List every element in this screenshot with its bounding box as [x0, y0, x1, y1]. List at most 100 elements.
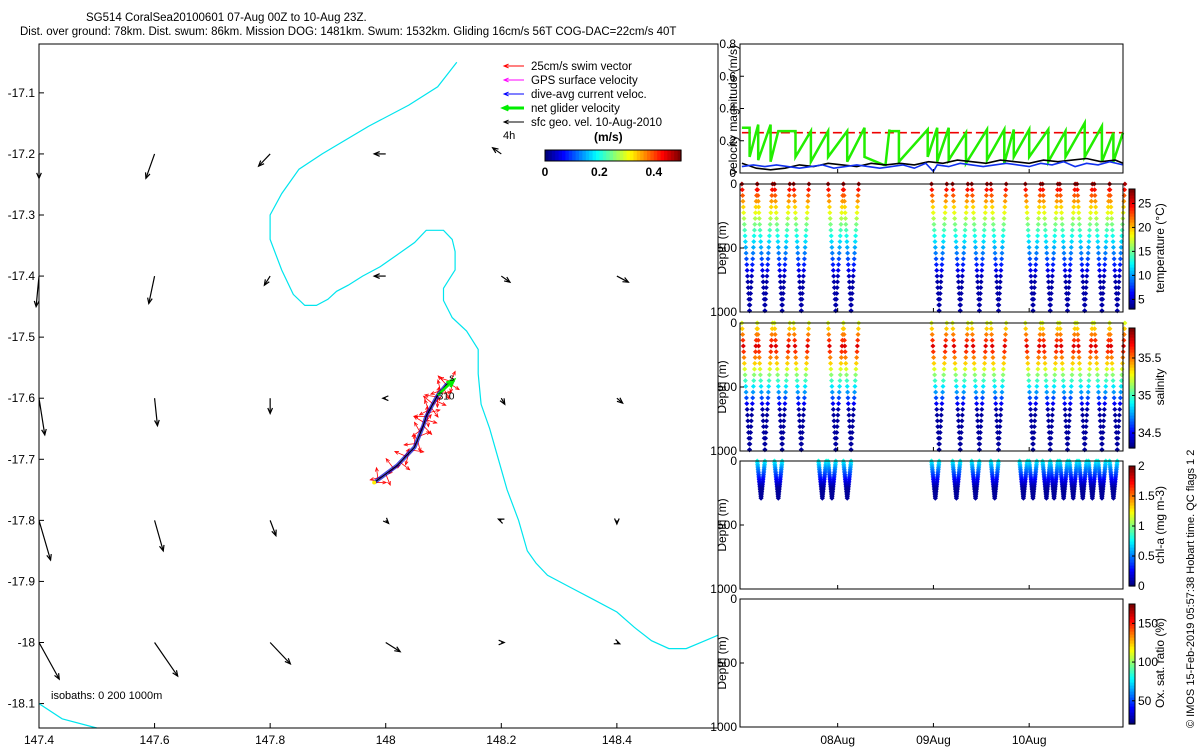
salinity-sample-point [1103, 383, 1109, 389]
temperature-sample-point [1096, 256, 1102, 262]
temperature-sample-point [958, 302, 964, 308]
temperature-sample-point [1104, 221, 1110, 227]
temperature-sample-point [1109, 216, 1115, 222]
legend-entry: dive-avg current veloc. [531, 89, 647, 101]
salinity-sample-point [1070, 355, 1076, 361]
temperature-sample-point [831, 273, 837, 279]
temperature-sample-point [768, 204, 774, 210]
temperature-sample-point [774, 216, 780, 222]
legend-arrow [502, 77, 524, 83]
temperature-sample-point [751, 233, 757, 239]
temperature-sample-point [780, 296, 786, 302]
salinity-sample-point [997, 418, 1003, 424]
temperature-sample-point [1108, 204, 1114, 210]
salinity-sample-point [1053, 343, 1059, 349]
temperature-sample-point [929, 187, 935, 193]
temperature-sample-point [1095, 239, 1101, 245]
temperature-sample-point [803, 227, 809, 233]
salinity-sample-point [742, 366, 748, 372]
temperature-section-points [739, 181, 1128, 314]
swim-vector-arrow-head [449, 388, 454, 394]
temperature-sample-point [758, 250, 764, 256]
temperature-sample-point [794, 244, 800, 250]
temperature-sample-point [1061, 244, 1067, 250]
temperature-sample-point [774, 221, 780, 227]
temperature-sample-point [1060, 239, 1066, 245]
salinity-colorbar-segment [1129, 355, 1135, 359]
temperature-sample-point [989, 193, 995, 199]
chla-colorbar-segment [1129, 466, 1135, 470]
salinity-sample-point [980, 383, 986, 389]
colorbar-segment [599, 150, 604, 161]
temperature-sample-point [1068, 256, 1074, 262]
temperature-sample-point [999, 244, 1005, 250]
temperature-sample-point [1000, 233, 1006, 239]
temperature-sample-point [1088, 204, 1094, 210]
temperature-colorbar-tick-label: 25 [1138, 196, 1152, 210]
velocity-plot-area [740, 44, 1123, 173]
salinity-sample-point [940, 389, 946, 395]
salinity-sample-point [1043, 372, 1049, 378]
swim-vector-arrow-head [385, 457, 390, 463]
salinity-y-tick-label: 0 [730, 316, 737, 330]
salinity-sample-point [981, 372, 987, 378]
temperature-sample-point [743, 256, 749, 262]
salinity-sample-point [1031, 435, 1037, 441]
salinity-sample-point [1000, 372, 1006, 378]
salinity-sample-point [1060, 378, 1066, 384]
salinity-sample-point [1049, 412, 1055, 418]
temperature-sample-point [745, 279, 751, 285]
chla-colorbar-segment [1129, 565, 1135, 569]
salinity-sample-point [961, 383, 967, 389]
temperature-sample-point [1095, 250, 1101, 256]
temperature-sample-point [943, 193, 949, 199]
temperature-sample-point [751, 239, 757, 245]
geo-velocity-arrow-head [284, 658, 292, 665]
salinity-sample-point [749, 406, 755, 412]
temperature-sample-point [974, 262, 980, 268]
salinity-sample-point [830, 401, 836, 407]
temperature-sample-point [793, 227, 799, 233]
net-glider-velocity-arrow-shaft [436, 378, 455, 397]
temperature-sample-point [846, 279, 852, 285]
temperature-sample-point [1065, 302, 1071, 308]
salinity-sample-point [800, 424, 806, 430]
temperature-colorbar-label: temperature (°C) [1153, 203, 1167, 293]
temperature-sample-point [980, 244, 986, 250]
geo-velocity-arrow-head [33, 300, 40, 309]
temperature-sample-point [937, 296, 943, 302]
geo-velocity-arrow [613, 518, 620, 526]
salinity-sample-point [1050, 395, 1056, 401]
salinity-sample-point [990, 349, 996, 355]
swim-vector-arrow-head [404, 460, 409, 466]
temperature-colorbar-segment [1129, 201, 1135, 205]
salinity-sample-point [769, 326, 775, 332]
salinity-sample-point [749, 401, 755, 407]
temperature-sample-point [932, 233, 938, 239]
colorbar-segment [562, 150, 566, 161]
salinity-sample-point [1088, 343, 1094, 349]
map-x-tick-label: 147.4 [24, 733, 54, 747]
temperature-sample-point [1023, 193, 1029, 199]
legend-arrow [502, 63, 524, 69]
salinity-sample-point [851, 406, 857, 412]
velocity-series-line [741, 118, 1125, 168]
temperature-colorbar-segment [1129, 258, 1135, 262]
colorbar-segment [589, 150, 594, 161]
salinity-sample-point [786, 326, 792, 332]
temperature-sample-point [841, 198, 847, 204]
salinity-sample-point [977, 435, 983, 441]
colorbar-segment [606, 150, 611, 161]
salinity-sample-point [801, 395, 807, 401]
temperature-sample-point [977, 302, 983, 308]
temperature-sample-point [1076, 221, 1082, 227]
geo-velocity-arrow-head [41, 428, 47, 437]
temperature-sample-point [763, 290, 769, 296]
salinity-sample-point [1026, 378, 1032, 384]
temperature-sample-point [1062, 262, 1068, 268]
oxygen-colorbar-segment [1129, 640, 1135, 644]
temperature-sample-point [1082, 302, 1088, 308]
salinity-sample-point [941, 372, 947, 378]
salinity-sample-point [1088, 349, 1094, 355]
salinity-sample-point [991, 372, 997, 378]
